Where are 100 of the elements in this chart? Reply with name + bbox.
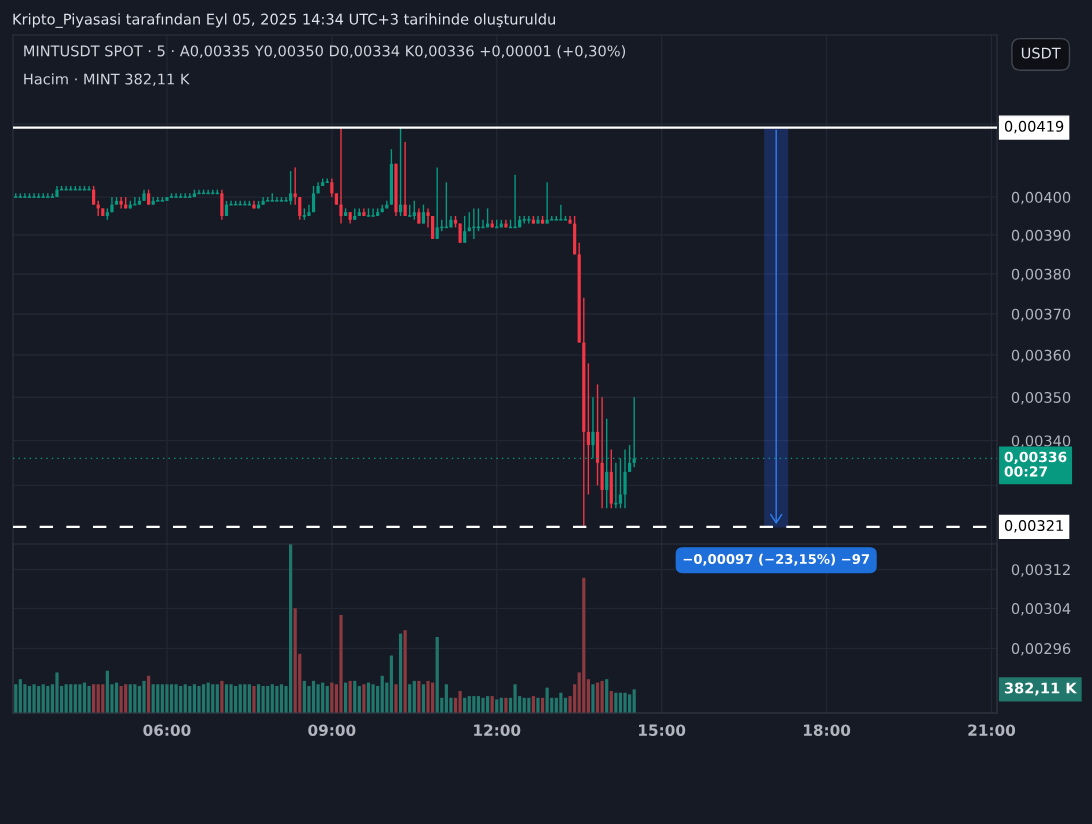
bar [417,680,421,713]
candlestick [22,192,28,198]
text: USDT [1021,47,1061,59]
bar [600,680,604,713]
text: Kripto_Piyasasi tarafından Eyl 05, 2025 14:34 UTC+3 tarihinde oluşturuldu [13,13,555,28]
x-tick-label: 06:00 [143,724,191,736]
bar [270,684,274,713]
bar [146,675,151,713]
x-tick-label: 12:00 [474,724,521,736]
candlestick [403,141,407,217]
bar [261,685,265,713]
y-tick-label: 0,00400 [1011,191,1071,205]
bar [197,685,201,713]
bar [458,691,462,713]
bar [78,684,82,713]
bar [119,685,123,713]
bar [169,684,174,713]
bar [316,684,320,713]
candlestick [283,196,289,202]
bar [586,679,590,713]
candlestick [412,200,416,221]
bar [64,684,68,713]
bar [14,684,18,713]
bar [165,684,169,713]
bar [398,633,403,713]
bar [495,699,499,713]
candlestick [298,196,302,221]
bar [362,684,366,713]
candlestick [545,181,549,225]
x-tick-label: 21:00 [968,724,1016,736]
bar [174,684,178,713]
bar [504,697,508,713]
x-tick-label: 18:00 [804,724,851,736]
candlestick [92,185,96,206]
bar [256,684,261,713]
bar [211,684,215,713]
bar [403,630,407,713]
bar [188,685,192,713]
bar [215,684,219,713]
y-tick-label: 0,00296 [1011,643,1071,656]
bar [325,685,329,713]
candlestick [31,192,37,198]
bar [353,680,357,713]
candlestick [591,396,595,460]
candlestick [526,215,532,225]
bar [92,684,96,713]
annotation: Hacim · MINT 382,11 K [24,73,190,87]
candlestick [558,203,564,221]
y-tick-label: 0,00370 [1011,308,1071,322]
bar [46,685,50,713]
bar [101,684,105,713]
y-tick-label: 0,00312 [1011,564,1070,577]
bar [394,684,398,713]
bar [96,684,100,713]
annotation: −0,00097 (−23,15%) −97 [683,553,870,566]
bar [69,684,73,713]
bar [87,685,91,713]
bar [183,684,187,713]
y-tick-label: 0,00304 [1011,603,1071,616]
bar [357,685,361,713]
y-tick-label: 0,00340 [1011,435,1071,448]
candlestick [463,215,467,244]
bar [412,680,416,713]
bar [142,680,146,713]
candlestick [370,207,376,217]
bar [247,684,251,713]
bar [513,684,517,713]
bar [339,614,343,713]
bar [192,684,197,713]
candlestick [435,166,439,240]
candlestick [421,203,426,225]
bar [591,684,595,713]
bar [632,689,636,713]
bar [605,679,609,713]
bar [124,684,128,713]
candlestick [586,362,590,496]
bar [536,697,540,713]
bar [238,684,242,713]
x-tick-label: 09:00 [308,724,356,736]
bar [151,684,155,713]
bar [380,675,384,713]
candlestick [330,177,334,198]
bar [220,680,224,713]
ref-line-label: 0,00336 00:27 [1004,451,1067,477]
bar [582,577,586,713]
candlestick [293,166,297,206]
bar [426,680,430,713]
bar [73,684,77,713]
bar [27,685,32,713]
bar [243,684,247,713]
bar [137,685,142,713]
candlestick [173,192,179,198]
bar [609,691,613,713]
y-tick-label: 0,00380 [1011,268,1071,282]
bar [435,636,439,713]
bar [371,684,375,713]
x-tick-label: 15:00 [639,724,686,736]
bar [133,684,137,713]
candlestick [220,188,224,221]
candlestick [274,196,280,202]
